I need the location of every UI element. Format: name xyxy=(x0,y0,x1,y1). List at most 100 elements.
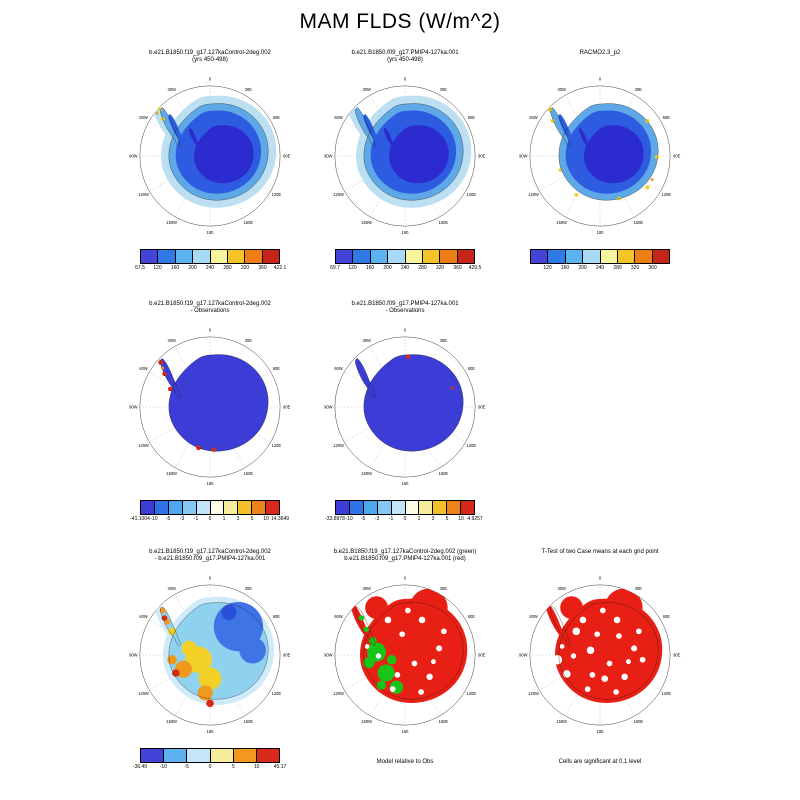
colorbar-cell xyxy=(390,501,405,514)
panel-title-line: b.e21.B1850.f09_g17.PMIP4-127ka.001 xyxy=(351,50,459,56)
map-boundary-circle xyxy=(334,85,476,227)
map-boundary-circle xyxy=(334,584,476,726)
colorbar-ticks: 120 160 200 240 280 320 360 xyxy=(530,264,670,273)
colorbar-cell xyxy=(376,501,391,514)
colorbar-tick-label: 5 xyxy=(250,516,254,522)
colorbar-tick-label: 10 xyxy=(263,516,269,522)
longitude-label: 150W xyxy=(556,220,567,225)
colorbar-tick-label: 422.1 xyxy=(273,265,287,271)
colorbar-cell xyxy=(634,250,652,263)
colorbar-cell xyxy=(352,250,370,263)
map-field xyxy=(346,95,472,208)
longitude-label: 150E xyxy=(439,471,449,476)
map-labels: 0 30E 60E 90E 120E 150E 180 150W 120W 90W 60W 30W xyxy=(519,576,681,734)
longitude-label: 150E xyxy=(244,471,254,476)
colorbar-cell xyxy=(209,749,233,762)
longitude-label: 120W xyxy=(333,691,344,696)
colorbar-cell xyxy=(582,250,600,263)
longitude-label: 30E xyxy=(440,87,448,92)
longitude-label: 90W xyxy=(324,153,333,158)
map-boundary-circle xyxy=(529,85,671,227)
colorbar-cell xyxy=(547,250,565,263)
colorbar-tick-label: 360 xyxy=(258,265,267,271)
colorbar-cell xyxy=(251,501,266,514)
colorbar-tick-label: 320 xyxy=(630,265,640,271)
longitude-label: 150W xyxy=(361,220,372,225)
colorbar-tick-label: 280 xyxy=(418,265,427,271)
longitude-label: 90W xyxy=(324,652,333,657)
colorbar-cell xyxy=(387,250,405,263)
colorbar-pmip-minus-obs: -33.8978 -10 -5 -3 -1 0 1 3 5 10 4.9257 xyxy=(325,500,483,524)
longitude-label: 30E xyxy=(635,87,643,92)
colorbar-tick-label: 1 xyxy=(417,516,421,522)
longitude-label: 120E xyxy=(467,443,477,448)
longitude-label: 90W xyxy=(519,652,528,657)
map-field xyxy=(350,588,468,703)
longitude-label: 90E xyxy=(673,652,681,657)
longitude-label: 90W xyxy=(129,153,138,158)
map-field xyxy=(547,103,659,201)
colorbar-cell xyxy=(163,749,187,762)
colorbar-ticks: -33.8978 -10 -5 -3 -1 0 1 3 5 10 4.9257 xyxy=(325,515,483,524)
colorbar-ctrl-abs: 67.5 120 160 200 240 280 320 360 422.1 xyxy=(135,249,286,273)
map-labels: 0 30E 60E 90E 120E 150E 180 150W 120W 90W 60W 30W xyxy=(129,328,291,486)
longitude-label: 60E xyxy=(663,614,671,619)
panel-title-line: - Observations xyxy=(190,308,230,314)
longitude-label: 60W xyxy=(529,115,538,120)
map-boundary-circle xyxy=(334,336,476,478)
panel-title-line: (yrs 450-498) xyxy=(387,57,423,63)
longitude-label: 180 xyxy=(402,230,410,235)
longitude-label: 30W xyxy=(362,87,371,92)
map-labels: 0 30E 60E 90E 120E 150E 180 150W 120W 90W 60W 30W xyxy=(129,77,291,235)
colorbar-tick-label: 429.5 xyxy=(468,265,482,271)
longitude-label: 30W xyxy=(362,338,371,343)
longitude-label: 60W xyxy=(334,115,343,120)
longitude-label: 0 xyxy=(209,576,212,581)
colorbar-cell xyxy=(336,501,349,514)
longitude-label: 150W xyxy=(361,719,372,724)
colorbar-cell xyxy=(439,250,457,263)
panel-title-line: T-Test of two Case means at each grid po… xyxy=(541,549,659,555)
panel-title-line: b.e21.B1850.f19_g17.127kaControl-2deg.00… xyxy=(149,50,271,56)
longitude-label: 30E xyxy=(245,87,253,92)
map-grid xyxy=(529,584,671,726)
colorbar-cell xyxy=(186,749,210,762)
longitude-label: 90E xyxy=(283,404,291,409)
colorbar-cell xyxy=(599,250,617,263)
colorbar-strip xyxy=(140,249,280,264)
colorbar-cell xyxy=(432,501,447,514)
antarctica-map-model-rel-obs: 0 30E 60E 90E 120E 150E 180 150W 120W 90W 60W 30W xyxy=(324,576,486,734)
colorbar-cell xyxy=(348,501,363,514)
longitude-label: 150W xyxy=(166,220,177,225)
map-labels: 0 30E 60E 90E 120E 150E 180 150W 120W 90W 60W 30W xyxy=(129,576,291,734)
colorbar-tick-label: 69.7 xyxy=(330,265,340,271)
map-grid xyxy=(139,336,281,478)
colorbar-tick-label: -36.49 xyxy=(132,764,148,770)
panel-title-line: b.e21.B1850.f19_g17.127kaControl-2deg.00… xyxy=(149,549,271,555)
panel-racmo: RACMO2.3_p2 0 30E 60E 90E 120E 150E 180 150W 120… xyxy=(505,50,695,273)
map-grid xyxy=(139,85,281,227)
longitude-label: 90W xyxy=(519,153,528,158)
colorbar-tick-label: -41.1004 xyxy=(130,516,150,522)
longitude-label: 0 xyxy=(209,77,212,82)
colorbar-cell xyxy=(153,501,168,514)
longitude-label: 60W xyxy=(334,614,343,619)
colorbar-cell xyxy=(255,749,280,762)
colorbar-tick-label: 5 xyxy=(231,764,235,770)
panel-title: T-Test of two Case means at each grid po… xyxy=(541,549,658,565)
colorbar-tick-label: 320 xyxy=(435,265,445,271)
longitude-label: 60E xyxy=(273,366,281,371)
colorbar-tick-label: 160 xyxy=(170,265,180,271)
longitude-label: 90E xyxy=(478,404,486,409)
longitude-label: 120W xyxy=(528,192,539,197)
colorbar-tick-label: 240 xyxy=(595,265,605,271)
longitude-label: 30E xyxy=(635,586,643,591)
panel-title-line: RACMO2.3_p2 xyxy=(579,50,621,56)
colorbar-tick-label: 320 xyxy=(240,265,250,271)
map-field xyxy=(545,588,663,703)
longitude-label: 150E xyxy=(634,220,644,225)
colorbar-tick-label: 0 xyxy=(208,516,212,522)
panel-title-line: b.e21.B1850.f09_g17.PMIP4-127ka.001 (red… xyxy=(344,556,466,562)
panel-ctrl-minus-obs: b.e21.B1850.f19_g17.127kaControl-2deg.00… xyxy=(115,301,305,524)
